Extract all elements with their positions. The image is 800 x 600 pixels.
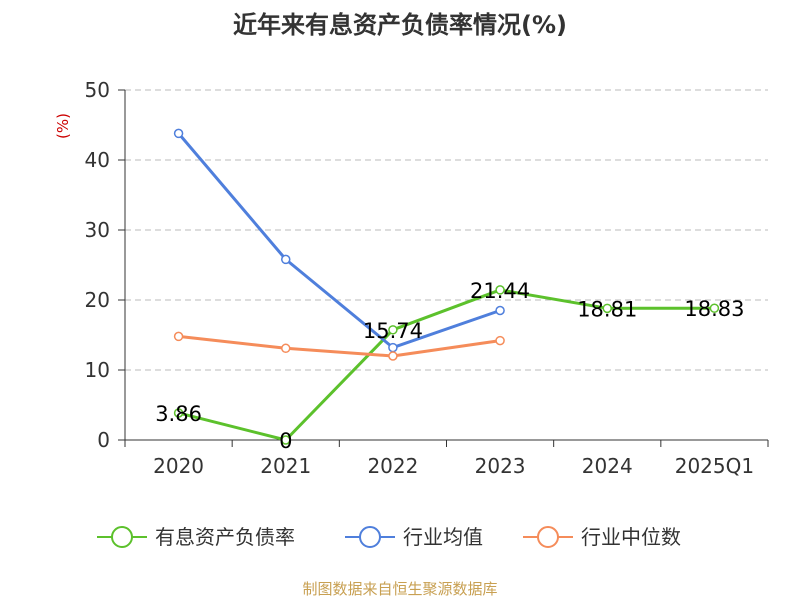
x-tick-label: 2025Q1 (675, 454, 754, 478)
series-line-1 (177, 132, 501, 350)
series-point-1 (495, 305, 505, 316)
series-line-2 (178, 334, 501, 358)
series-point-1 (388, 342, 398, 353)
axes: 0 10 20 30 40 50 2020 2021 2022 2023 2024 2025Q1 (85, 78, 769, 478)
data-label: 15.74 (363, 319, 423, 343)
series-point-1 (281, 254, 291, 265)
data-label: 3.86 (155, 402, 202, 426)
legend-label: 有息资产负债率 (155, 525, 295, 549)
y-axis-label: (%) (54, 113, 72, 139)
x-tick-label: 2020 (153, 454, 204, 478)
chart-title: 近年来有息资产负债率情况(%) (233, 11, 567, 39)
legend-label: 行业均值 (403, 525, 483, 549)
x-tick-label: 2021 (260, 454, 311, 478)
legend: 有息资产负债率 行业均值 行业中位数 (97, 525, 681, 549)
source-note: 制图数据来自恒生聚源数据库 (302, 580, 497, 598)
y-tick-label: 20 (85, 288, 110, 312)
series-point-0 (173, 408, 184, 418)
series-point-0 (495, 285, 505, 295)
series-point-2 (388, 351, 398, 361)
x-tick-label: 2024 (582, 454, 633, 478)
legend-label: 行业中位数 (581, 525, 681, 549)
data-label: 18.83 (684, 297, 744, 321)
y-tick-label: 50 (85, 78, 110, 102)
series-point-0 (281, 435, 291, 445)
legend-swatch-marker (359, 526, 381, 548)
series-point-2 (495, 335, 505, 346)
y-tick-label: 30 (85, 218, 110, 242)
series-point-0 (709, 303, 720, 313)
x-tick-label: 2023 (475, 454, 526, 478)
y-tick-label: 10 (85, 358, 110, 382)
data-label: 21.44 (470, 279, 530, 303)
x-tick-label: 2022 (367, 454, 418, 478)
series-point-2 (173, 331, 184, 342)
grid-lines (125, 89, 768, 371)
legend-swatch-marker (537, 526, 559, 548)
series-lines (173, 128, 720, 445)
y-tick-label: 0 (97, 428, 110, 452)
series-line-0 (178, 288, 715, 442)
series-point-1 (173, 128, 184, 139)
data-label: 0 (279, 429, 292, 453)
series-point-0 (602, 303, 612, 314)
series-point-0 (388, 325, 398, 335)
y-tick-label: 40 (85, 148, 110, 172)
series-point-2 (281, 343, 291, 354)
data-labels: 3.86 0 15.74 21.44 18.81 18.83 (155, 279, 744, 453)
data-label: 18.81 (577, 297, 637, 321)
legend-swatch-marker (111, 526, 133, 548)
